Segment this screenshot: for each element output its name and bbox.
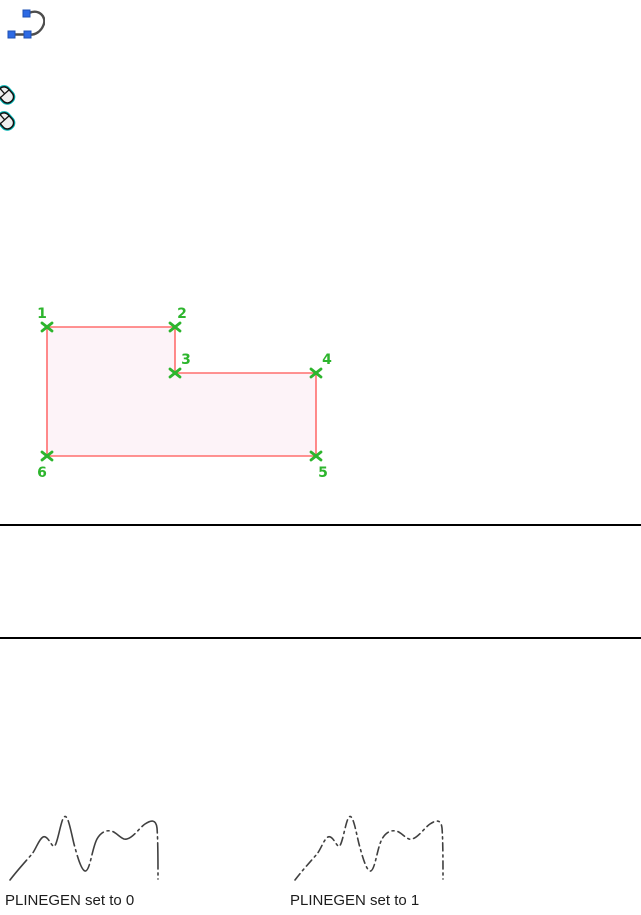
vertex-x-marker — [309, 367, 323, 379]
grip-point — [23, 30, 32, 39]
grip-point — [7, 30, 16, 39]
plinegen-0-figure: PLINEGEN set to 0 — [2, 806, 172, 909]
vertex-number-label: 2 — [177, 306, 187, 322]
vertex-number-label: 3 — [181, 352, 191, 368]
polyline-diagram: 1 2 3 4 5 6 — [37, 306, 332, 481]
vertex-number-label: 4 — [322, 352, 332, 368]
closed-polyline-shape — [46, 326, 317, 457]
vertex-x-marker — [40, 321, 54, 333]
vertex-x-marker — [40, 450, 54, 462]
grip-point — [22, 9, 31, 18]
vertex-number-label: 5 — [318, 465, 328, 481]
vertex-x-marker — [309, 450, 323, 462]
polyline-tool-icon — [7, 9, 45, 39]
mouse-icon — [0, 85, 16, 105]
vertex-number-label: 1 — [37, 306, 47, 322]
plinegen-1-figure: PLINEGEN set to 1 — [287, 806, 457, 909]
dashed-spline — [294, 815, 444, 881]
plinegen-1-caption: PLINEGEN set to 1 — [290, 892, 420, 909]
plinegen-1-curve — [294, 815, 444, 881]
vertex-number-label: 6 — [37, 465, 47, 481]
plinegen-0-caption: PLINEGEN set to 0 — [5, 892, 135, 909]
dashed-spline — [9, 815, 159, 881]
plinegen-0-curve — [9, 815, 159, 881]
horizontal-rule-top — [0, 524, 641, 526]
vertex-x-marker — [168, 367, 182, 379]
vertex-x-marker — [168, 321, 182, 333]
mouse-icon — [0, 111, 16, 131]
horizontal-rule-bottom — [0, 637, 641, 639]
